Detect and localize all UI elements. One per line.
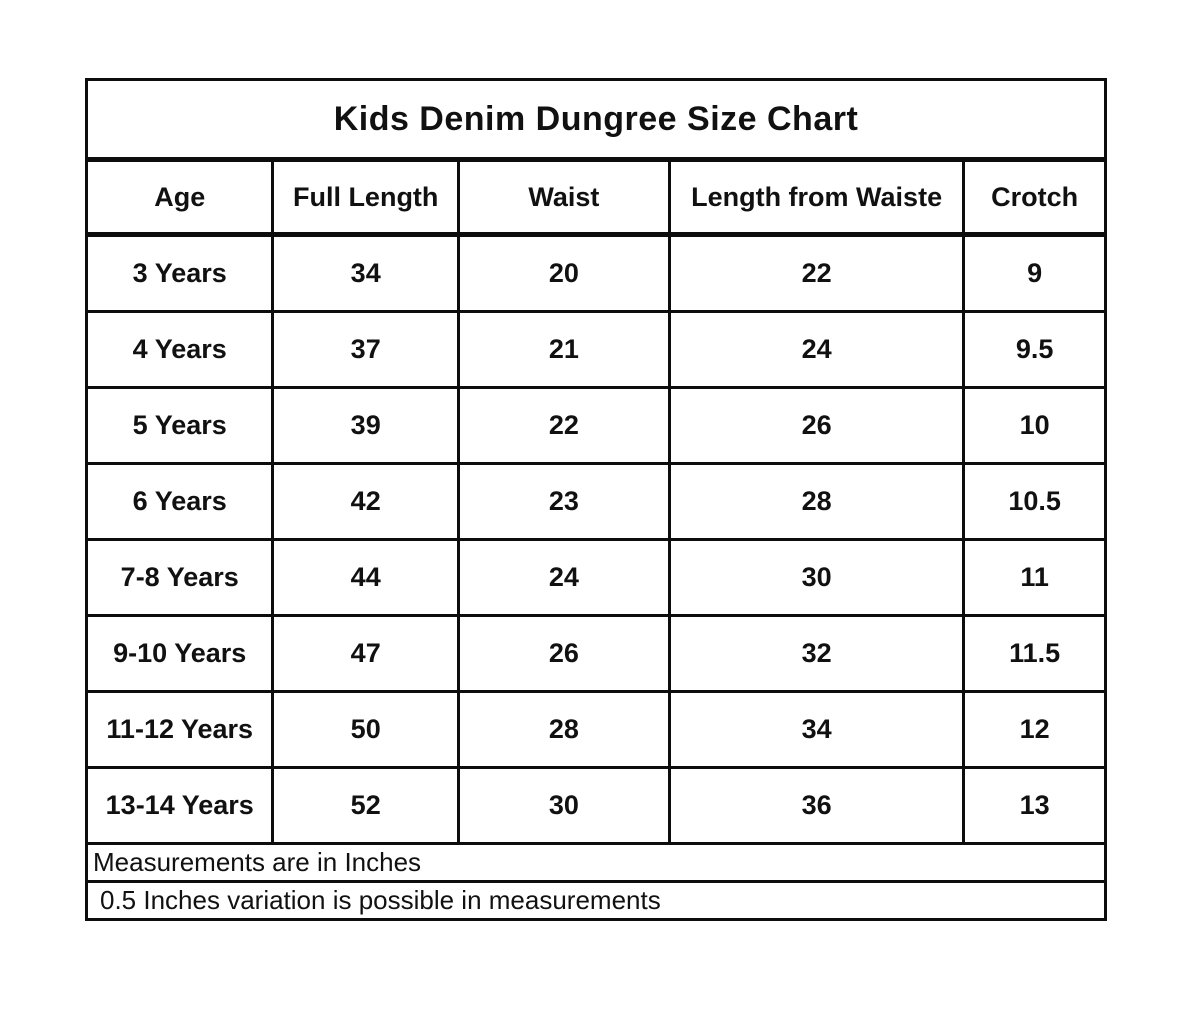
cell-length-from-waiste: 24: [667, 310, 966, 389]
cell-waist: 22: [456, 386, 671, 465]
column-header-age: Age: [84, 158, 275, 237]
cell-crotch: 9: [962, 233, 1107, 313]
column-header-waist: Waist: [456, 158, 671, 237]
cell-crotch: 13: [962, 766, 1107, 845]
table-row: 6 Years 42 23 28 10.5: [84, 462, 1107, 541]
cell-crotch: 11: [962, 538, 1107, 617]
cell-length-from-waiste: 28: [667, 462, 966, 541]
column-header-length-from-waiste: Length from Waiste: [667, 158, 966, 237]
cell-crotch: 11.5: [962, 614, 1107, 693]
note-variation-text: 0.5 Inches variation is possible in meas…: [85, 880, 1107, 921]
cell-age: 4 Years: [84, 310, 275, 389]
cell-waist: 28: [456, 690, 671, 769]
note-row-units: Measurements are in Inches: [85, 842, 1107, 883]
size-chart-table: Kids Denim Dungree Size Chart Age Full L…: [84, 78, 1107, 921]
column-header-full-length: Full Length: [271, 158, 460, 237]
table-row: 11-12 Years 50 28 34 12: [84, 690, 1107, 769]
cell-full-length: 50: [271, 690, 460, 769]
cell-full-length: 52: [271, 766, 460, 845]
cell-length-from-waiste: 34: [667, 690, 966, 769]
cell-crotch: 10: [962, 386, 1107, 465]
cell-waist: 23: [456, 462, 671, 541]
cell-length-from-waiste: 36: [667, 766, 966, 845]
cell-age: 6 Years: [84, 462, 275, 541]
cell-age: 11-12 Years: [84, 690, 275, 769]
header-row: Age Full Length Waist Length from Waiste…: [84, 158, 1107, 237]
cell-full-length: 47: [271, 614, 460, 693]
cell-crotch: 10.5: [962, 462, 1107, 541]
cell-waist: 30: [456, 766, 671, 845]
cell-waist: 21: [456, 310, 671, 389]
cell-full-length: 34: [271, 233, 460, 313]
cell-waist: 24: [456, 538, 671, 617]
title-row: Kids Denim Dungree Size Chart: [85, 78, 1107, 162]
page-title: Kids Denim Dungree Size Chart: [85, 78, 1107, 162]
table-row: 9-10 Years 47 26 32 11.5: [84, 614, 1107, 693]
cell-length-from-waiste: 32: [667, 614, 966, 693]
cell-age: 5 Years: [84, 386, 275, 465]
cell-age: 3 Years: [84, 233, 275, 313]
table-row: 7-8 Years 44 24 30 11: [84, 538, 1107, 617]
cell-waist: 26: [456, 614, 671, 693]
cell-age: 7-8 Years: [84, 538, 275, 617]
cell-length-from-waiste: 30: [667, 538, 966, 617]
cell-full-length: 39: [271, 386, 460, 465]
cell-full-length: 42: [271, 462, 460, 541]
cell-age: 9-10 Years: [84, 614, 275, 693]
cell-length-from-waiste: 26: [667, 386, 966, 465]
table-row: 13-14 Years 52 30 36 13: [84, 766, 1107, 845]
cell-length-from-waiste: 22: [667, 233, 966, 313]
cell-full-length: 44: [271, 538, 460, 617]
cell-full-length: 37: [271, 310, 460, 389]
cell-crotch: 9.5: [962, 310, 1107, 389]
note-row-variation: 0.5 Inches variation is possible in meas…: [85, 880, 1107, 921]
note-units-text: Measurements are in Inches: [85, 842, 1107, 883]
table-row: 4 Years 37 21 24 9.5: [84, 310, 1107, 389]
table-body: 3 Years 34 20 22 9 4 Years 37 21 24 9.5 5 Years 39 2…: [84, 233, 1107, 845]
cell-age: 13-14 Years: [84, 766, 275, 845]
cell-crotch: 12: [962, 690, 1107, 769]
table-row: 3 Years 34 20 22 9: [84, 233, 1107, 313]
column-header-crotch: Crotch: [962, 158, 1107, 237]
table-row: 5 Years 39 22 26 10: [84, 386, 1107, 465]
cell-waist: 20: [456, 233, 671, 313]
